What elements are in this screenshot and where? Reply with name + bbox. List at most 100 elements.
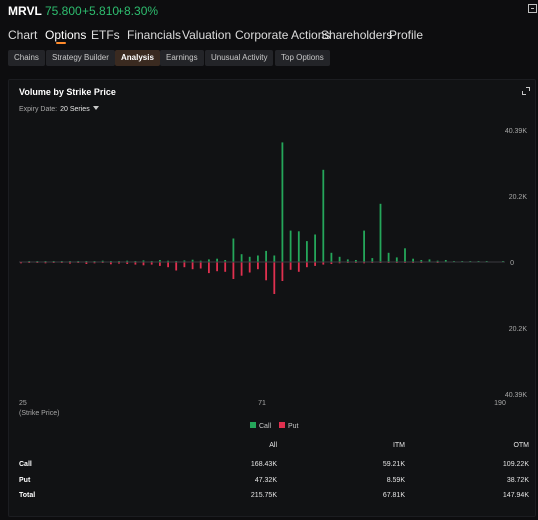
put-bar[interactable]: [85, 262, 88, 264]
call-bar[interactable]: [346, 259, 349, 262]
call-bar[interactable]: [420, 260, 423, 262]
call-bar[interactable]: [387, 252, 390, 262]
subtab-unusual-activity[interactable]: Unusual Activity: [205, 50, 274, 66]
call-bar[interactable]: [355, 260, 357, 262]
ticker-bar: MRVL 75.800 +5.810 +8.30%: [0, 0, 538, 22]
call-bar[interactable]: [281, 142, 284, 262]
call-bar[interactable]: [240, 254, 243, 262]
call-bar[interactable]: [322, 169, 325, 262]
tab-chart[interactable]: Chart: [8, 28, 38, 42]
call-bar[interactable]: [395, 257, 398, 262]
put-bar[interactable]: [44, 262, 47, 264]
put-bar[interactable]: [289, 262, 292, 270]
call-bar[interactable]: [142, 260, 145, 262]
put-bar[interactable]: [297, 262, 300, 272]
put-bar[interactable]: [69, 262, 71, 264]
y-tick-label: 0: [510, 260, 514, 267]
put-bar[interactable]: [224, 262, 227, 272]
call-bar[interactable]: [216, 258, 218, 262]
header-itm: ITM: [392, 442, 405, 449]
expiry-label: Expiry Date:: [19, 106, 58, 113]
tab-options[interactable]: Options: [45, 28, 87, 42]
put-bar[interactable]: [134, 262, 137, 265]
call-bar[interactable]: [191, 259, 194, 262]
put-bar[interactable]: [142, 262, 145, 266]
fullscreen-icon[interactable]: [522, 87, 530, 95]
total-otm-value: 147.94K: [502, 492, 529, 499]
call-bar[interactable]: [248, 256, 251, 262]
call-bar[interactable]: [257, 255, 259, 263]
call-bar[interactable]: [183, 260, 186, 262]
call-bar[interactable]: [265, 250, 267, 262]
put-bar[interactable]: [216, 262, 218, 272]
active-tab-indicator: [56, 42, 66, 44]
main-nav: Chart Options ETFs Financials Valuation …: [0, 26, 538, 46]
call-bar[interactable]: [363, 230, 365, 262]
subtab-strategy-builder[interactable]: Strategy Builder: [46, 50, 115, 66]
tab-financials[interactable]: Financials: [127, 28, 182, 42]
put-bar[interactable]: [167, 262, 169, 268]
tab-etfs[interactable]: ETFs: [91, 28, 120, 42]
put-bar[interactable]: [265, 262, 267, 281]
ticker-symbol: MRVL: [8, 4, 42, 18]
call-bar[interactable]: [273, 255, 276, 263]
call-bar[interactable]: [232, 238, 235, 263]
call-bar[interactable]: [338, 256, 341, 262]
subtab-top-options[interactable]: Top Options: [275, 50, 330, 66]
call-bar[interactable]: [314, 234, 316, 263]
call-bar[interactable]: [126, 260, 129, 262]
put-bar[interactable]: [281, 262, 284, 281]
expand-window-icon[interactable]: [528, 4, 537, 13]
price-change-percent: +8.30%: [117, 4, 159, 18]
call-bar[interactable]: [208, 259, 210, 262]
row-label: Total: [19, 492, 36, 499]
call-bar[interactable]: [224, 260, 227, 262]
put-bar[interactable]: [110, 262, 112, 265]
call-bar[interactable]: [404, 248, 406, 262]
call-bar[interactable]: [379, 203, 382, 262]
subtab-earnings[interactable]: Earnings: [160, 50, 204, 66]
put-bar[interactable]: [150, 262, 153, 265]
put-bar[interactable]: [191, 262, 194, 270]
expiry-selector[interactable]: Expiry Date: 20 Series: [19, 106, 99, 113]
put-bar[interactable]: [338, 262, 341, 264]
call-bar[interactable]: [444, 260, 447, 262]
put-bar[interactable]: [183, 262, 186, 268]
call-bar[interactable]: [306, 241, 308, 262]
put-bar[interactable]: [118, 262, 120, 264]
put-bar[interactable]: [159, 262, 161, 266]
put-bar[interactable]: [232, 262, 235, 279]
call-bar[interactable]: [371, 258, 374, 262]
put-bar[interactable]: [257, 262, 259, 270]
call-bar[interactable]: [330, 252, 333, 262]
call-bar[interactable]: [436, 260, 439, 262]
subtab-chains[interactable]: Chains: [8, 50, 45, 66]
put-bar[interactable]: [363, 262, 365, 264]
put-bar[interactable]: [314, 262, 316, 266]
tab-shareholders[interactable]: Shareholders: [321, 28, 393, 42]
put-bar[interactable]: [199, 262, 202, 269]
put-bar[interactable]: [248, 262, 251, 273]
tab-profile[interactable]: Profile: [389, 28, 424, 42]
call-bar[interactable]: [297, 231, 300, 262]
put-bar[interactable]: [273, 262, 276, 294]
call-bar[interactable]: [101, 260, 104, 262]
call-bar[interactable]: [167, 260, 169, 262]
tab-valuation[interactable]: Valuation: [182, 28, 232, 42]
put-bar[interactable]: [306, 262, 308, 268]
call-bar[interactable]: [412, 258, 414, 262]
put-bar[interactable]: [322, 262, 325, 265]
put-bar[interactable]: [175, 262, 178, 271]
put-bar[interactable]: [240, 262, 243, 276]
put-bar[interactable]: [20, 262, 22, 264]
put-bar[interactable]: [126, 262, 129, 264]
call-bar[interactable]: [199, 260, 202, 262]
call-bar[interactable]: [159, 260, 161, 262]
tab-corporate-actions[interactable]: Corporate Actions: [235, 28, 331, 42]
put-bar[interactable]: [208, 262, 210, 274]
call-bar[interactable]: [289, 230, 292, 262]
put-bar[interactable]: [330, 262, 333, 264]
call-bar[interactable]: [428, 259, 431, 262]
put-bar[interactable]: [93, 262, 96, 264]
subtab-analysis[interactable]: Analysis: [115, 50, 160, 66]
